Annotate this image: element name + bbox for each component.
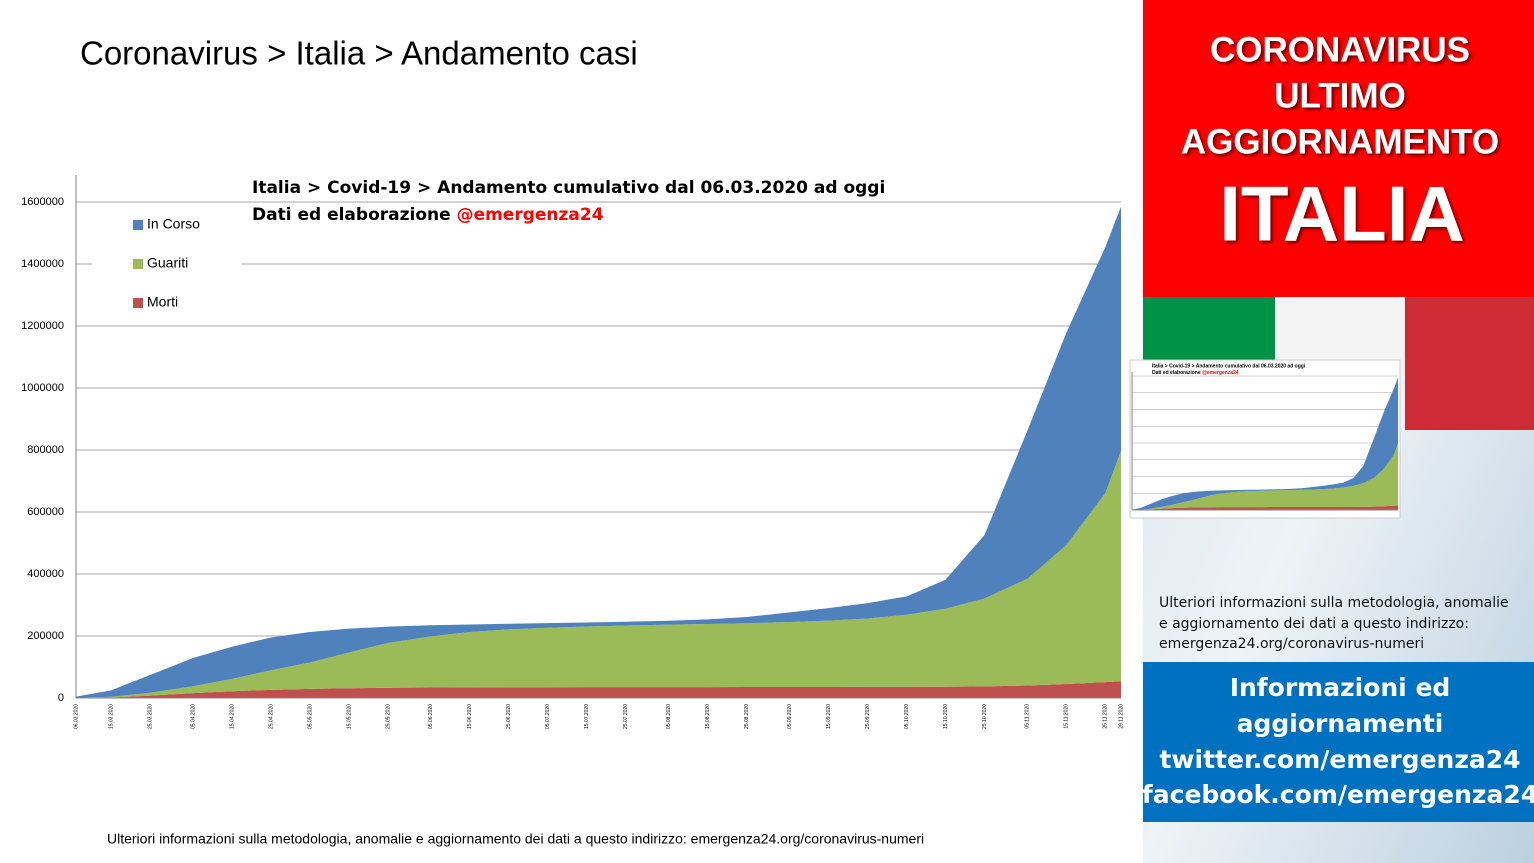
x-tick-label: 05.11.2020 xyxy=(1025,704,1031,729)
y-tick-label: 800000 xyxy=(27,444,64,456)
x-tick-label: 05.05.2020 xyxy=(307,704,313,729)
country: ITALIA xyxy=(1219,170,1465,258)
chart: 0 200000 400000 600000 800000 1000000 1200000 1… xyxy=(21,175,1398,729)
x-tick-label: 05.04.2020 xyxy=(190,704,196,729)
subtitle-handle: @emergenza24 xyxy=(1202,370,1239,376)
x-tick-label: 05.10.2020 xyxy=(904,704,910,729)
banner-line: CORONAVIRUS xyxy=(1210,30,1470,69)
x-tick-label: 05.08.2020 xyxy=(666,704,672,729)
y-tick-label: 200000 xyxy=(27,630,64,642)
x-tick-label: 15.09.2020 xyxy=(826,704,832,729)
banner xyxy=(1143,0,1534,297)
y-tick-label: 1200000 xyxy=(21,320,64,332)
y-tick-label: 1600000 xyxy=(21,196,64,208)
banner-line: ULTIMO xyxy=(1274,76,1406,115)
x-tick-label: 15.08.2020 xyxy=(705,704,711,729)
subtitle-text: Dati ed elaborazione xyxy=(1152,370,1201,376)
page-title: Coronavirus > Italia > Andamento casi xyxy=(80,35,638,72)
area xyxy=(76,450,1121,698)
info-line: facebook.com/emergenza24 xyxy=(1142,780,1534,809)
y-tick-label: 0 xyxy=(58,692,64,704)
x-tick-label: 25.10.2020 xyxy=(982,704,988,729)
y-tick-label: 1400000 xyxy=(21,258,64,270)
x-tick-label: 25.11.2020 xyxy=(1103,704,1109,729)
legend-label: Morti xyxy=(147,294,178,310)
x-tick-label: 25.09.2020 xyxy=(865,704,871,729)
mini-subtitle: Dati ed elaborazione @emergenza24 xyxy=(1152,370,1239,376)
x-tick-label: 06.03.2020 xyxy=(73,704,79,729)
panel-note: Ulteriori informazioni sulla metodologia… xyxy=(1159,595,1509,652)
x-tick-label: 25.08.2020 xyxy=(744,704,750,729)
note-line: e aggiornamento dei dati a questo indiri… xyxy=(1159,616,1469,632)
x-tick-label: 05.09.2020 xyxy=(787,704,793,729)
y-tick-label: 600000 xyxy=(27,506,64,518)
note-line: Ulteriori informazioni sulla metodologia… xyxy=(1159,595,1509,611)
x-tick-label: 05.06.2020 xyxy=(428,704,434,729)
footer-note: Ulteriori informazioni sulla metodologia… xyxy=(107,831,924,847)
mini-title: Italia > Covid-19 > Andamento cumulativo… xyxy=(1152,363,1306,369)
flag-red xyxy=(1405,297,1534,430)
info-line: Informazioni ed xyxy=(1230,673,1451,702)
x-tick-label: 29.11.2020 xyxy=(1118,704,1124,729)
x-tick-label: 25.07.2020 xyxy=(623,704,629,729)
area xyxy=(1132,505,1398,510)
x-tick-label: 25.04.2020 xyxy=(268,704,274,729)
info-text: Informazioni ed aggiornamenti twitter.co… xyxy=(1142,673,1534,809)
chart-title: Italia > Covid-19 > Andamento cumulativo… xyxy=(252,178,885,198)
x-tick-label: 15.05.2020 xyxy=(346,704,352,729)
x-tick-label: 15.07.2020 xyxy=(584,704,590,729)
area xyxy=(1132,443,1398,510)
banner-line: AGGIORNAMENTO xyxy=(1181,122,1499,161)
x-tick-label: 25.06.2020 xyxy=(506,704,512,729)
info-line: aggiornamenti xyxy=(1237,709,1444,738)
x-tick-label: 25.05.2020 xyxy=(385,704,391,729)
info-line: twitter.com/emergenza24 xyxy=(1159,745,1520,774)
y-tick-label: 1000000 xyxy=(21,382,64,394)
x-tick-label: 25.03.2020 xyxy=(147,704,153,729)
banner-text: CORONAVIRUS ULTIMO AGGIORNAMENTO ITALIA xyxy=(1181,30,1499,257)
legend-swatch xyxy=(133,259,143,269)
area xyxy=(76,681,1121,698)
legend-bg xyxy=(92,205,242,323)
note-line: emergenza24.org/coronavirus-numeri xyxy=(1159,636,1424,652)
legend-swatch xyxy=(133,298,143,308)
subtitle-handle: @emergenza24 xyxy=(457,205,604,225)
legend-label: Guariti xyxy=(147,255,188,271)
chart-subtitle: Dati ed elaborazione @emergenza24 xyxy=(252,205,604,225)
x-tick-label: 15.03.2020 xyxy=(108,704,114,729)
legend-swatch xyxy=(133,220,143,230)
x-tick-label: 15.04.2020 xyxy=(229,704,235,729)
legend-label: In Corso xyxy=(147,216,200,232)
x-tick-label: 15.11.2020 xyxy=(1064,704,1070,729)
y-tick-label: 400000 xyxy=(27,568,64,580)
x-tick-label: 15.10.2020 xyxy=(943,704,949,729)
x-tick-label: 05.07.2020 xyxy=(545,704,551,729)
info-box xyxy=(1143,662,1534,822)
x-tick-label: 15.06.2020 xyxy=(467,704,473,729)
subtitle-text: Dati ed elaborazione xyxy=(252,205,451,225)
